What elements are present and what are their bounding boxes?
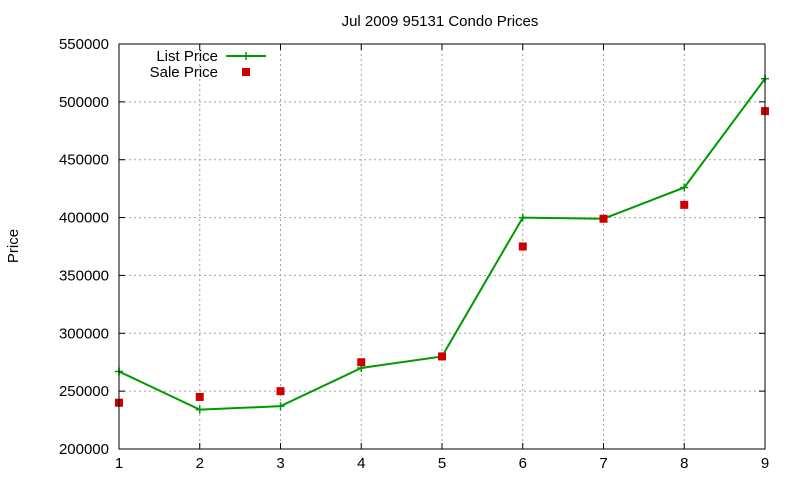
sale-price-point — [518, 242, 527, 251]
legend-square-swatch — [242, 68, 250, 76]
x-tick-label: 2 — [196, 455, 204, 472]
x-tick-label: 8 — [680, 455, 688, 472]
grid — [119, 44, 765, 449]
x-tick-label: 3 — [276, 455, 284, 472]
list-price-point — [276, 402, 285, 411]
sale-price-point — [599, 214, 608, 223]
y-tick-label: 400000 — [59, 210, 109, 227]
y-tick-label: 250000 — [59, 383, 109, 400]
x-tick-label: 6 — [519, 455, 527, 472]
sale-price-point — [276, 387, 285, 396]
y-tick-label: 550000 — [59, 36, 109, 53]
sale-price-point — [438, 352, 446, 361]
axis-ticks: 200000 250000 300000 350000 400000 450000 5000… — [59, 36, 769, 472]
list-price-point — [518, 213, 527, 222]
legend-label: List Price — [156, 48, 218, 65]
plot-frame — [118, 43, 766, 450]
y-tick-label: 450000 — [59, 152, 109, 169]
x-tick-label: 7 — [599, 455, 607, 472]
y-tick-label: 300000 — [59, 325, 109, 342]
list-price-point — [680, 183, 689, 192]
list-price-point — [195, 405, 204, 414]
legend-plus-swatch — [242, 52, 250, 60]
x-tick-label: 9 — [761, 455, 769, 472]
legend-label: Sale Price — [150, 64, 218, 81]
y-tick-label: 350000 — [59, 267, 109, 284]
y-tick-label: 500000 — [59, 94, 109, 111]
sale-price-point — [680, 200, 689, 209]
y-tick-label: 200000 — [59, 441, 109, 458]
chart-title: Jul 2009 95131 Condo Prices — [342, 13, 539, 30]
sale-price-point — [195, 392, 204, 401]
x-tick-label: 1 — [115, 455, 123, 472]
x-tick-label: 4 — [357, 455, 365, 472]
x-tick-label: 5 — [438, 455, 446, 472]
y-axis-label: Price — [5, 229, 22, 263]
sale-price-point — [357, 358, 366, 367]
series-sale-price — [115, 107, 769, 407]
